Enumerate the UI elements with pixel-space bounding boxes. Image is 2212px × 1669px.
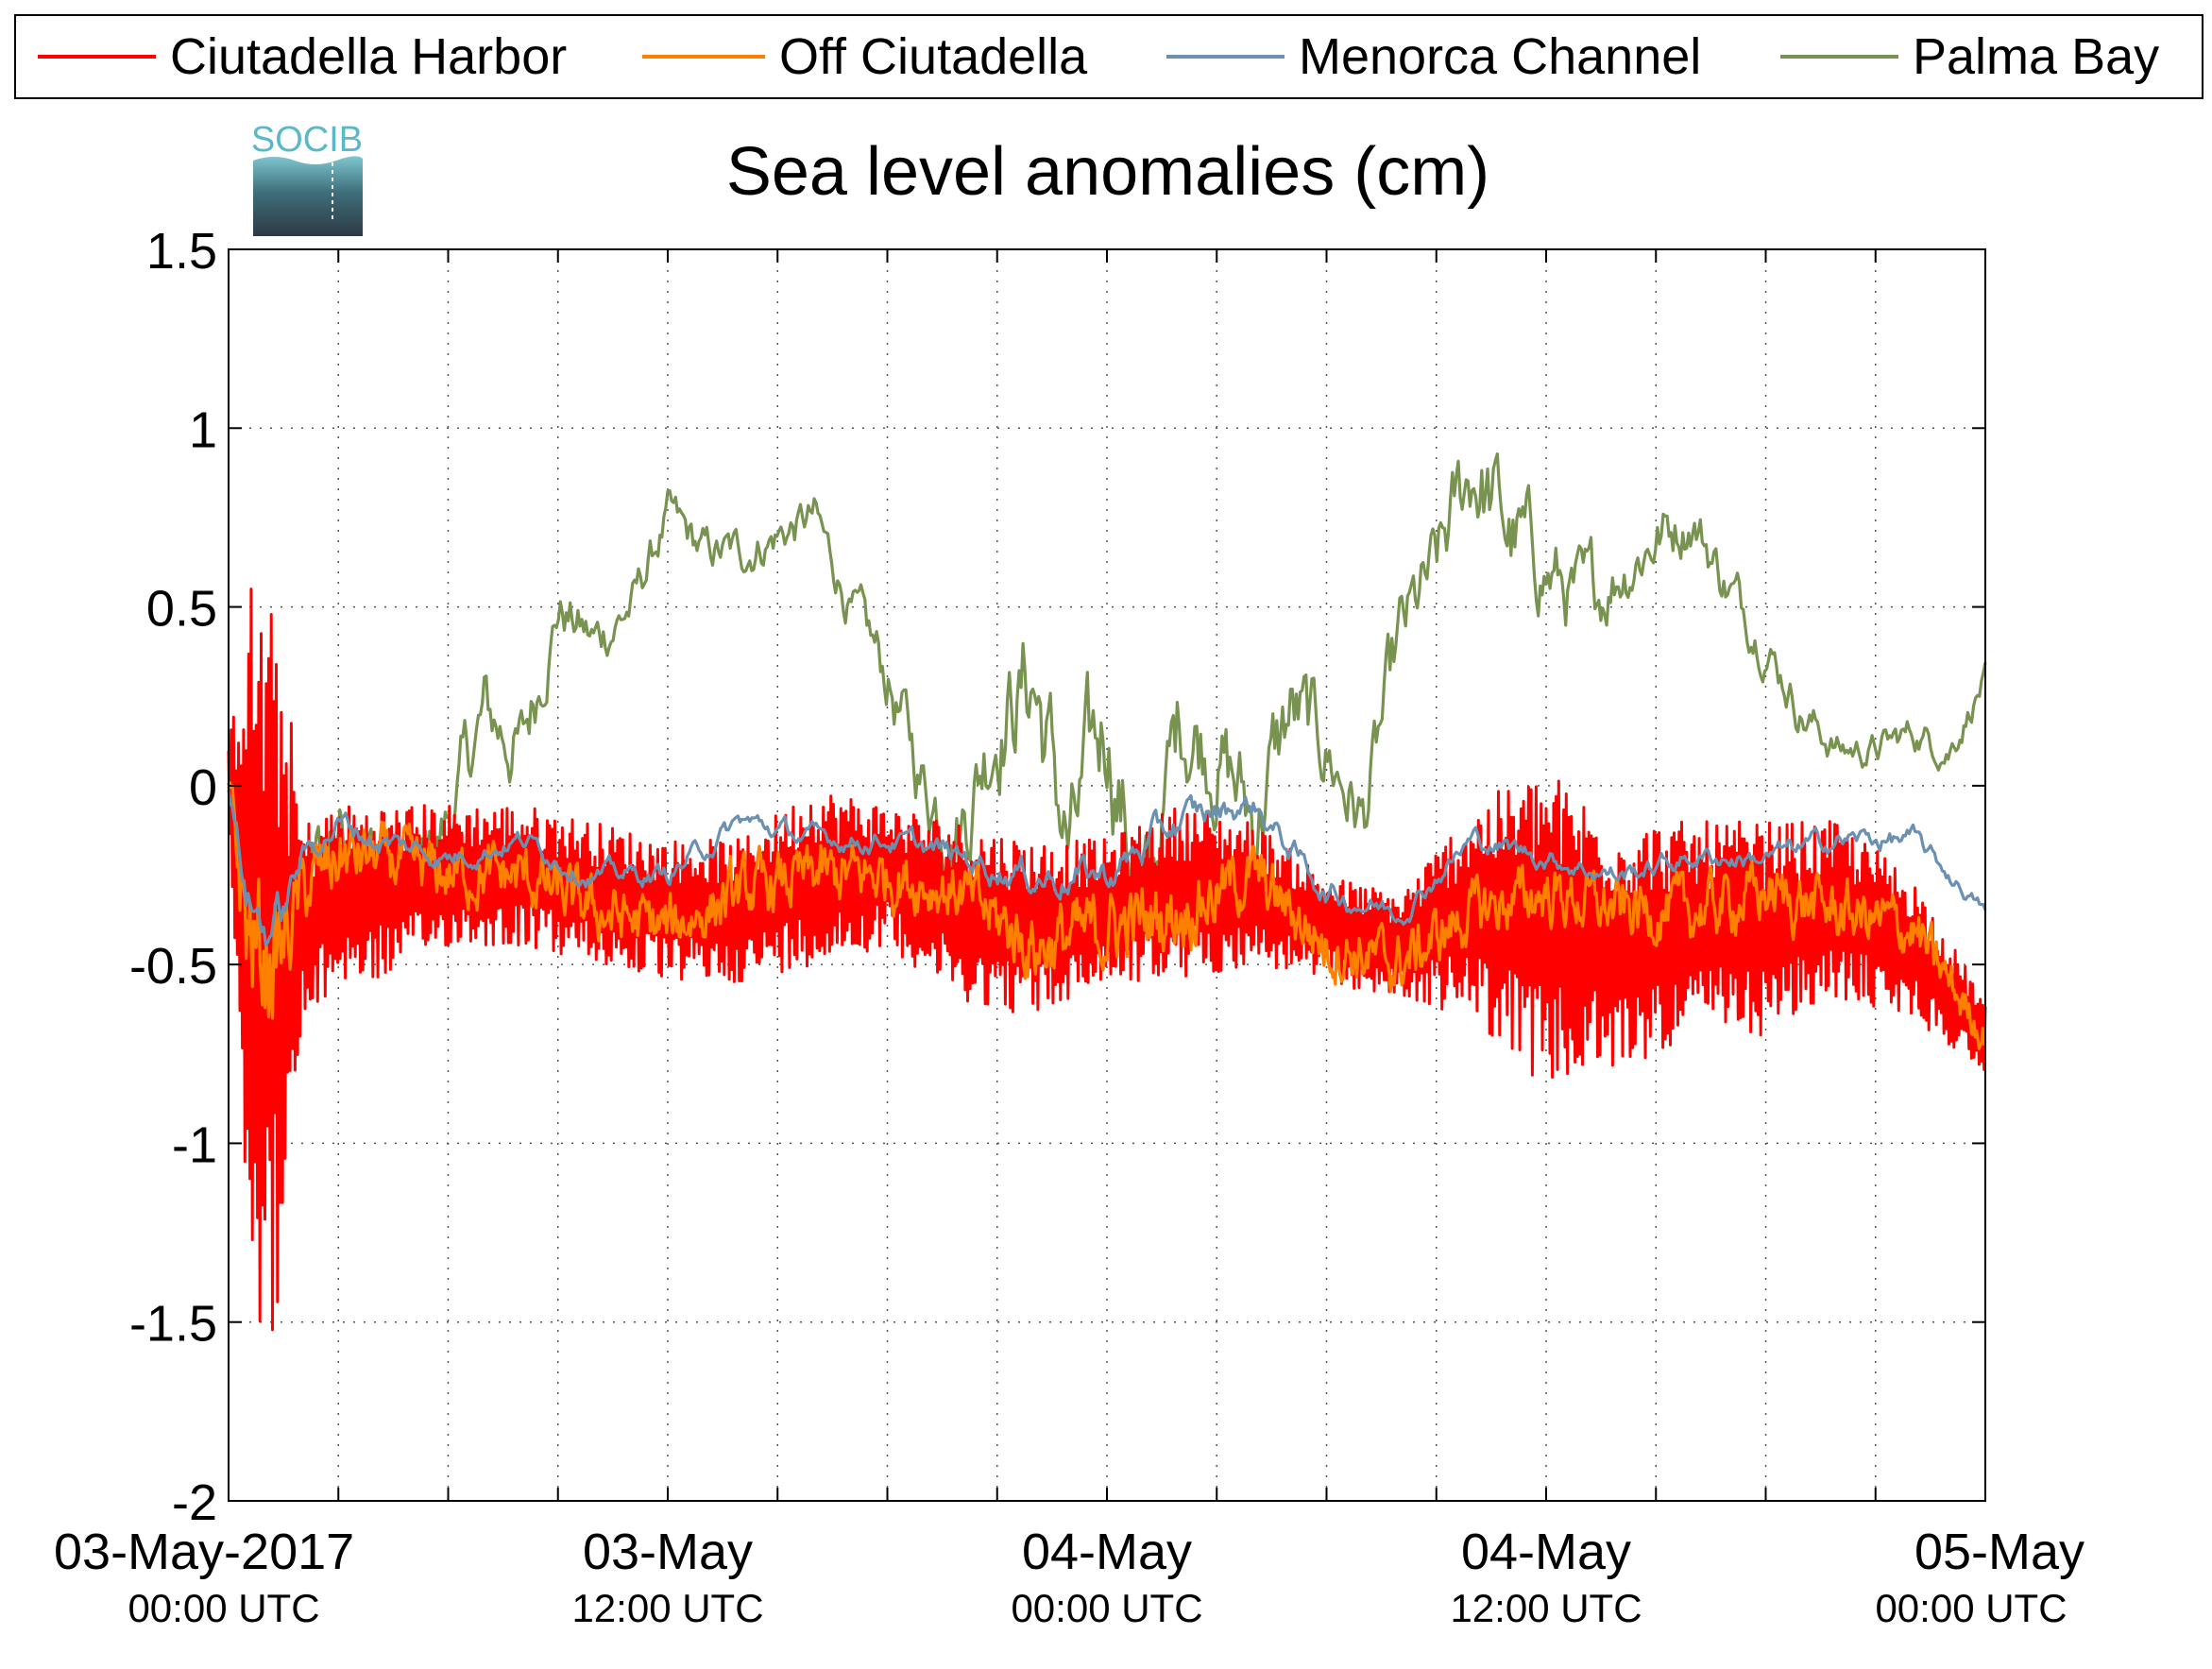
x-tick-label-time: 00:00 UTC: [1011, 1586, 1202, 1630]
series-layer: [227, 452, 1987, 1332]
grid: [229, 249, 1985, 1501]
socib-logo: SOCIB: [251, 120, 363, 236]
series-line-palma-bay: [227, 452, 1987, 1025]
legend-entry-ciutadella-harbor: Ciutadella Harbor: [38, 28, 567, 85]
y-tick-label: -0.5: [129, 938, 217, 995]
legend-entry-palma-bay: Palma Bay: [1780, 28, 2159, 85]
series-line-ciutadella-harbor: [227, 588, 1987, 1332]
legend-label-off-ciutadella: Off Ciutadella: [779, 28, 1088, 85]
legend-entry-off-ciutadella: Off Ciutadella: [642, 28, 1088, 85]
x-tick-label-time: 12:00 UTC: [571, 1586, 763, 1630]
legend-label-palma-bay: Palma Bay: [1913, 28, 2159, 85]
legend-entry-menorca-channel: Menorca Channel: [1166, 28, 1701, 85]
y-tick-label: 1: [189, 401, 217, 458]
series-line-menorca-channel: [227, 790, 1987, 947]
legend-label-ciutadella-harbor: Ciutadella Harbor: [170, 28, 567, 85]
x-tick-label-time: 00:00 UTC: [1875, 1586, 2067, 1630]
y-tick-label: 0: [189, 759, 217, 816]
y-tick-label: 1.5: [146, 223, 217, 280]
socib-logo-text: SOCIB: [251, 120, 363, 160]
socib-logo-wave: [253, 156, 363, 236]
x-tick-label-date: 04-May: [1022, 1524, 1192, 1580]
y-tick-label: -1: [172, 1116, 217, 1173]
chart-title: Sea level anomalies (cm): [726, 134, 1489, 210]
x-tick-label-date: 03-May: [583, 1524, 753, 1580]
x-tick-label-date: 03-May-2017: [54, 1524, 354, 1580]
x-axis: 03-May-2017 00:00 UTC 03-May 12:00 UTC 04-Ma…: [54, 1524, 2084, 1630]
x-tick-label-date: 04-May: [1461, 1524, 1631, 1580]
legend: Ciutadella Harbor Off Ciutadella Menorca…: [14, 14, 2203, 99]
x-tick-label-date: 05-May: [1914, 1524, 2084, 1580]
y-axis: -2 -1.5 -1 -0.5 0 0.5 1 1.5: [129, 223, 1985, 1531]
series-line-off-ciutadella: [227, 781, 1987, 1050]
y-tick-label: 0.5: [146, 581, 217, 638]
legend-label-menorca-channel: Menorca Channel: [1299, 28, 1701, 85]
y-tick-label: -2: [172, 1474, 217, 1531]
x-tick-label-time: 00:00 UTC: [128, 1586, 319, 1630]
y-tick-label: -1.5: [129, 1296, 217, 1353]
x-minor-ticks: [337, 249, 1877, 1501]
x-tick-label-time: 12:00 UTC: [1450, 1586, 1642, 1630]
